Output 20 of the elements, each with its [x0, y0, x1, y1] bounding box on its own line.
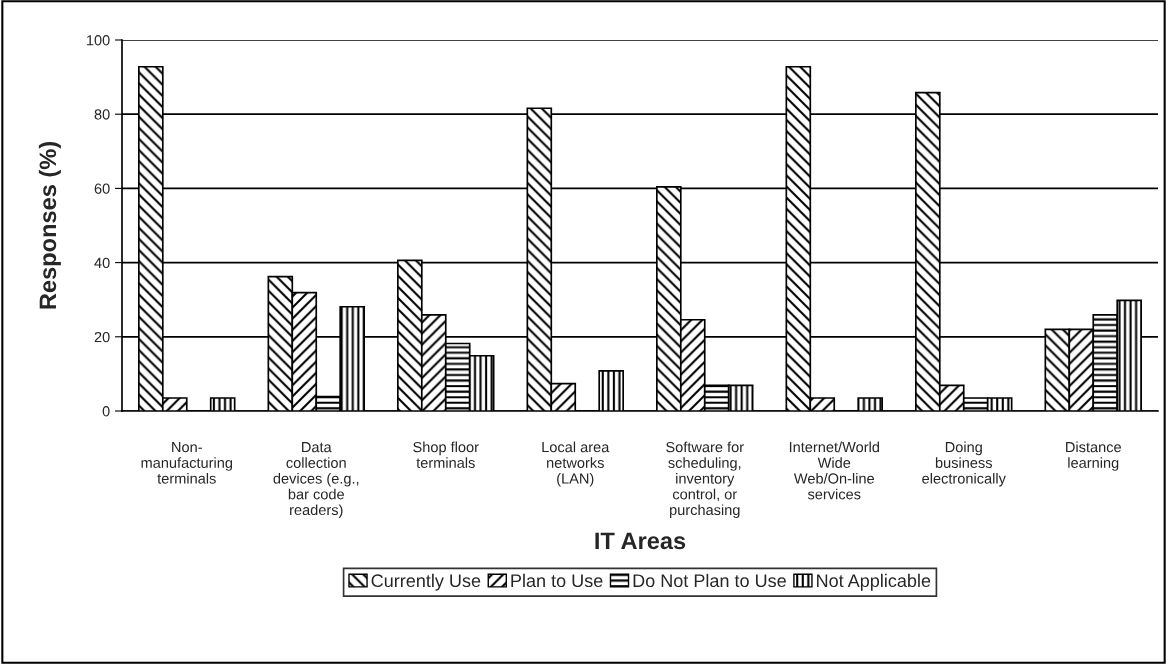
y-tick-label: 0: [102, 406, 110, 417]
y-tick-label: 40: [94, 257, 110, 269]
legend-label: Not Applicable: [817, 573, 931, 591]
x-tick-label: Data collection devices (e.g., bar code readers): [273, 442, 359, 518]
y-tick-label: 80: [94, 109, 110, 120]
y-tick-label: 100: [86, 35, 110, 46]
x-tick-label: Internet/World Wide Web/On-line services: [789, 441, 879, 500]
x-tick-label: Local area networks (LAN): [542, 441, 610, 487]
x-tick-label: Non- manufacturing terminals: [141, 442, 233, 484]
y-tick-label: 20: [94, 331, 110, 343]
y-axis-title: Responses (%): [38, 142, 61, 309]
legend-label: Do Not Plan to Use: [633, 573, 786, 588]
x-tick-label: Shop floor terminals: [413, 441, 479, 468]
legend-label: Plan to Use: [511, 573, 603, 588]
x-axis-title: IT Areas: [595, 532, 686, 550]
legend-label: Currently Use: [371, 573, 481, 591]
x-tick-label: Distance learning: [1066, 441, 1121, 471]
x-tick-label: Software for scheduling, inventory control, or purchasing: [666, 441, 744, 518]
x-tick-label: Doing business electronically: [922, 441, 1006, 487]
y-tick-label: 60: [94, 183, 110, 194]
